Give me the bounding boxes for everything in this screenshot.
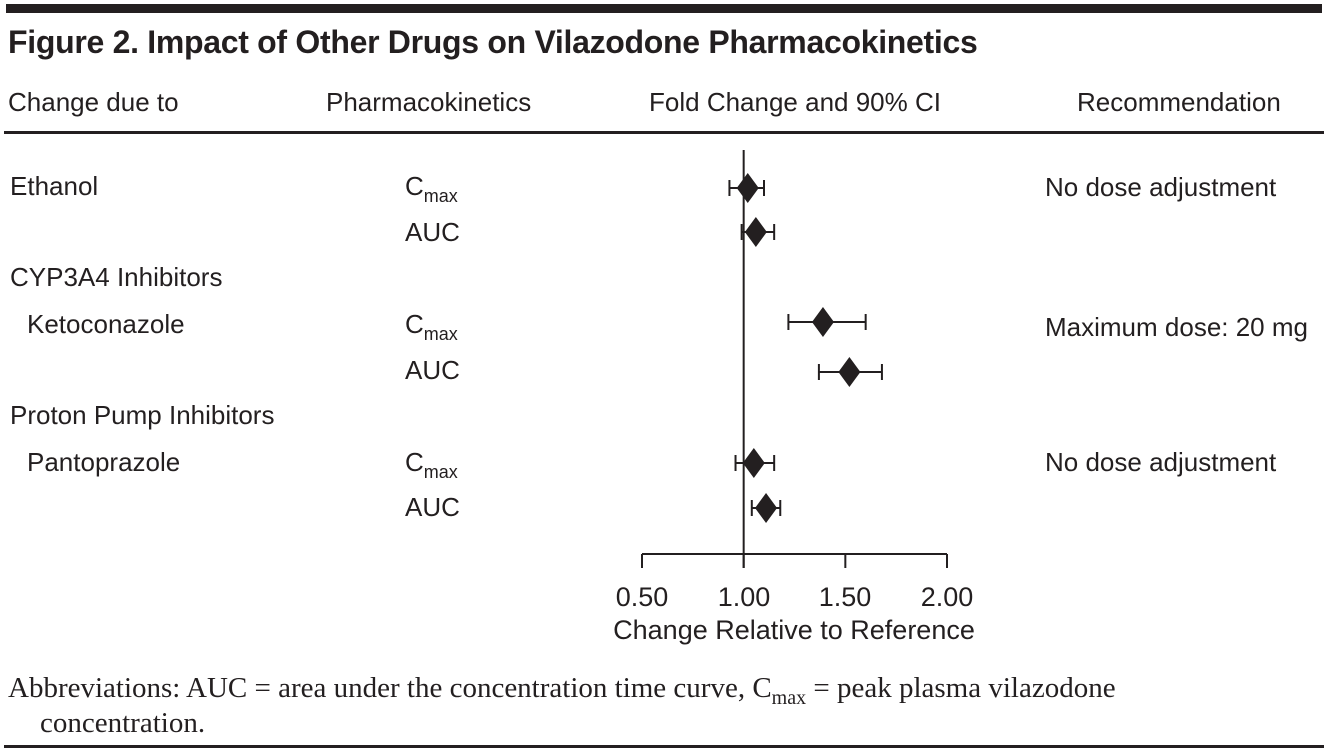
x-tick-label-1.50: 1.50 (818, 582, 872, 612)
column-header-pharmacokinetics: Pharmacokinetics (326, 87, 532, 117)
x-tick-label-1.00: 1.00 (717, 582, 771, 612)
row-label-pantoprazole: Pantoprazole (27, 447, 181, 477)
pk-label-ethanol-auc: AUC (405, 217, 460, 247)
row-label-ketoconazole: Ketoconazole (27, 309, 185, 339)
group-label-proton-pump-inhibitors: Proton Pump Inhibitors (10, 400, 275, 430)
point-estimate-diamond (811, 307, 834, 337)
abbreviations-line-1: Abbreviations: AUC = area under the conc… (8, 670, 1116, 709)
header-rule (4, 131, 1324, 134)
point-estimate-diamond (838, 357, 861, 387)
group-label-cyp3a4-inhibitors: CYP3A4 Inhibitors (10, 262, 223, 292)
pk-cmax-subscript: max (423, 186, 458, 206)
pk-label-pantoprazole-auc: AUC (405, 492, 460, 522)
x-tick-label-0.50: 0.50 (615, 582, 669, 612)
bottom-rule (4, 745, 1324, 748)
x-axis-title: Change Relative to Reference (613, 615, 975, 645)
x-tick-label-2.00: 2.00 (920, 582, 974, 612)
pk-label-pantoprazole-cmax: Cmax (405, 445, 458, 482)
pk-cmax-base: C (405, 447, 424, 477)
pk-cmax-subscript: max (423, 462, 458, 482)
column-header-change-due-to: Change due to (8, 87, 179, 117)
pk-cmax-base: C (405, 309, 424, 339)
abbreviations-cmax-subscript: max (771, 687, 807, 709)
pk-cmax-subscript: max (423, 324, 458, 344)
recommendation-pantoprazole: No dose adjustment (1045, 447, 1277, 477)
point-estimate-diamond (744, 217, 767, 247)
top-rule (6, 4, 1322, 13)
recommendation-ketoconazole: Maximum dose: 20 mg (1045, 312, 1308, 342)
pk-label-ketoconazole-auc: AUC (405, 355, 460, 385)
point-estimate-diamond (742, 448, 765, 478)
figure-title: Figure 2. Impact of Other Drugs on Vilaz… (8, 24, 978, 60)
column-header-recommendation: Recommendation (1077, 87, 1281, 117)
row-label-ethanol: Ethanol (10, 171, 99, 201)
abbreviations-text: Abbreviations: AUC = area under the conc… (8, 672, 772, 704)
recommendation-ethanol: No dose adjustment (1045, 172, 1277, 202)
pk-label-ketoconazole-cmax: Cmax (405, 307, 458, 344)
abbreviations-line-2: concentration. (40, 707, 206, 739)
abbreviations-text-continued: = peak plasma vilazodone (806, 672, 1116, 704)
pk-cmax-base: C (405, 171, 424, 201)
point-estimate-diamond (736, 173, 759, 203)
column-header-fold-change: Fold Change and 90% CI (649, 87, 941, 117)
point-estimate-diamond (755, 493, 778, 523)
pk-label-ethanol-cmax: Cmax (405, 169, 458, 206)
